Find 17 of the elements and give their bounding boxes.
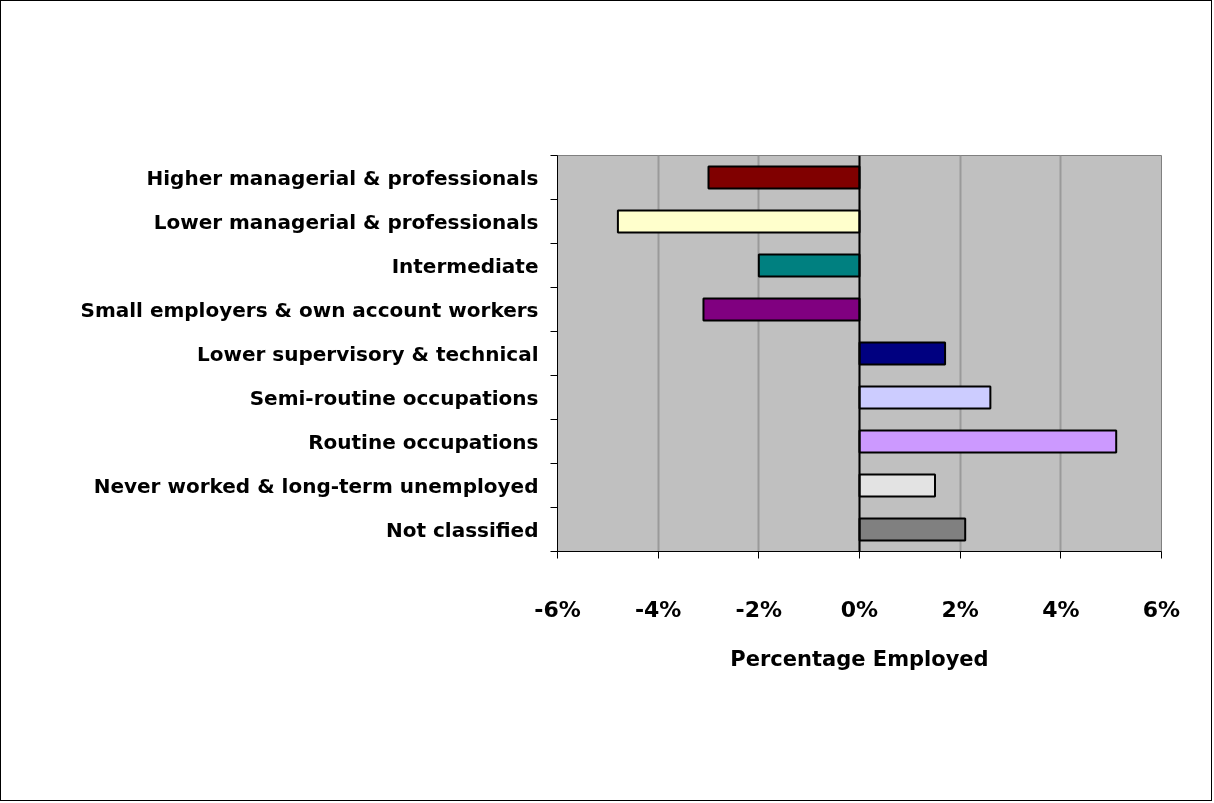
- x-tick-label: 4%: [1042, 596, 1080, 622]
- y-tick-label: Lower managerial & professionals: [153, 209, 539, 234]
- x-tick-label: -6%: [534, 596, 581, 622]
- x-tick-label: 2%: [941, 596, 979, 622]
- x-tick-label: -4%: [634, 596, 682, 622]
- x-tick-label: -2%: [735, 596, 783, 622]
- y-tick-label: Higher managerial & professionals: [146, 165, 539, 190]
- x-tick-label: 0%: [840, 596, 879, 622]
- x-tick-label: 6%: [1142, 596, 1181, 622]
- y-tick-label: Routine occupations: [308, 429, 539, 454]
- y-tick-label: Intermediate: [391, 253, 539, 278]
- y-tick-label: Lower supervisory & technical: [196, 341, 539, 366]
- y-tick-label: Semi-routine occupations: [249, 385, 539, 410]
- x-axis-title: Percentage Employed: [730, 646, 989, 671]
- y-tick-label: Small employers & own account workers: [80, 297, 539, 322]
- y-tick-label: Not classified: [385, 517, 539, 542]
- y-tick-label: Never worked & long-term unemployed: [93, 473, 539, 498]
